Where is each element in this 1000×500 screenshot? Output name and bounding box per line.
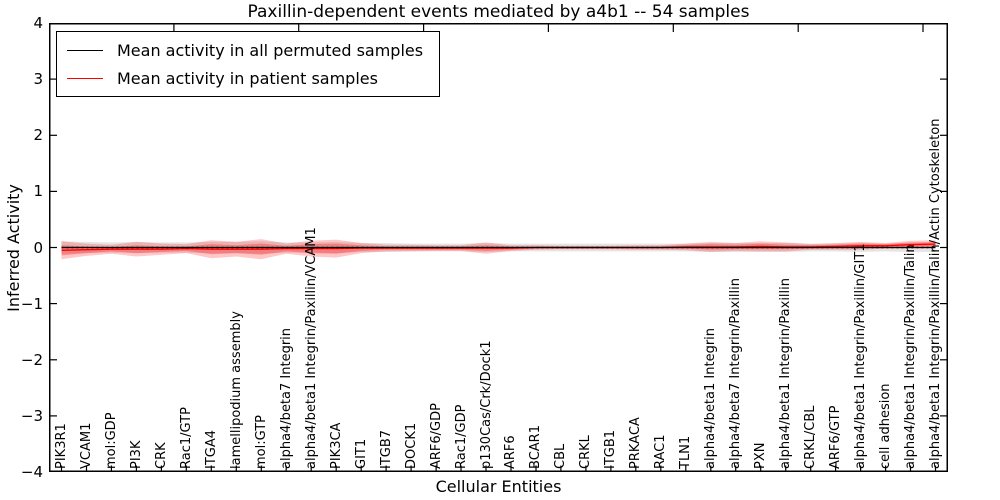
y-tick-label: −2: [20, 350, 43, 369]
x-tick-label: PIK3CA: [328, 422, 344, 469]
legend: Mean activity in all permuted samples Me…: [56, 31, 441, 97]
x-tick-label: PXN: [753, 442, 769, 469]
x-tick-label: mol:GTP: [253, 415, 269, 469]
x-tick-label: PIK3R1: [53, 423, 69, 469]
x-tick-label: alpha4/beta1 Integrin/Paxillin/Talin/Act…: [928, 118, 943, 469]
x-tick-label: DOCK1: [403, 422, 419, 469]
x-tick-label: CRKL/CBL: [803, 405, 819, 470]
axes-frame: [49, 23, 948, 472]
y-tick-label: 1: [33, 182, 43, 201]
x-tick-label: alpha4/beta7 Integrin/Paxillin: [728, 277, 744, 469]
legend-label-patient: Mean activity in patient samples: [117, 68, 378, 88]
x-tick-label: alpha4/beta1 Integrin/Paxillin/VCAM1: [303, 227, 319, 469]
legend-item-patient: Mean activity in patient samples: [67, 65, 423, 91]
x-axis-label: Cellular Entities: [435, 477, 562, 496]
x-tick-label: mol:GDP: [103, 412, 119, 469]
legend-line-patient-icon: [67, 77, 103, 79]
x-tick-label: VCAM1: [78, 422, 94, 469]
x-tick-label: PRKACA: [628, 417, 644, 469]
x-tick-label: ARF6: [503, 435, 519, 469]
x-tick-label: ARF6/GDP: [428, 403, 444, 469]
plot-area: [49, 23, 948, 472]
band-1: [61, 239, 936, 260]
x-tick-label: CRK: [153, 442, 169, 469]
x-tick-label: RAC1: [653, 434, 669, 469]
x-tick-label: ITGA4: [203, 429, 219, 469]
x-tick-label: alpha4/beta1 Integrin: [703, 327, 719, 469]
x-tick-label: Rac1/GDP: [453, 404, 469, 469]
x-tick-label: lamellipodium assembly: [228, 311, 244, 469]
x-tick-label: alpha4/beta1 Integrin/Paxillin: [778, 277, 794, 469]
x-tick-label: GIT1: [353, 438, 369, 469]
y-tick-label: −1: [20, 294, 43, 313]
x-tick-label: ITGB1: [603, 429, 619, 469]
x-tick-label: alpha4/beta7 Integrin: [278, 327, 294, 469]
x-tick-label: cell adhesion: [878, 383, 894, 469]
x-tick-label: alpha4/beta1 Integrin/Paxillin/Talin: [903, 244, 919, 469]
y-tick-label: −4: [20, 463, 43, 481]
x-tick-label: PI3K: [128, 440, 144, 469]
y-tick-label: −3: [20, 406, 43, 425]
legend-label-permuted: Mean activity in all permuted samples: [117, 40, 424, 60]
y-tick-label: 0: [33, 238, 43, 257]
y-tick-label: 3: [33, 70, 43, 89]
legend-line-permuted-icon: [67, 49, 103, 51]
y-tick-label: 2: [33, 126, 43, 145]
x-tick-label: alpha4/beta1 Integrin/Paxillin/GIT1: [853, 243, 869, 469]
y-tick-label: 4: [33, 14, 43, 32]
x-tick-label: ITGB7: [378, 429, 394, 469]
x-tick-label: CRKL: [578, 435, 594, 469]
x-tick-label: Rac1/GTP: [178, 407, 194, 469]
x-tick-label: TLN1: [678, 435, 694, 469]
x-tick-label: ARF6/GTP: [828, 405, 844, 469]
chart-title: Paxillin-dependent events mediated by a4…: [247, 2, 750, 22]
x-tick-label: BCAR1: [528, 425, 544, 469]
x-tick-label: p130Cas/Crk/Dock1: [478, 340, 494, 469]
legend-item-permuted: Mean activity in all permuted samples: [67, 37, 423, 63]
x-tick-label: CBL: [553, 443, 569, 469]
